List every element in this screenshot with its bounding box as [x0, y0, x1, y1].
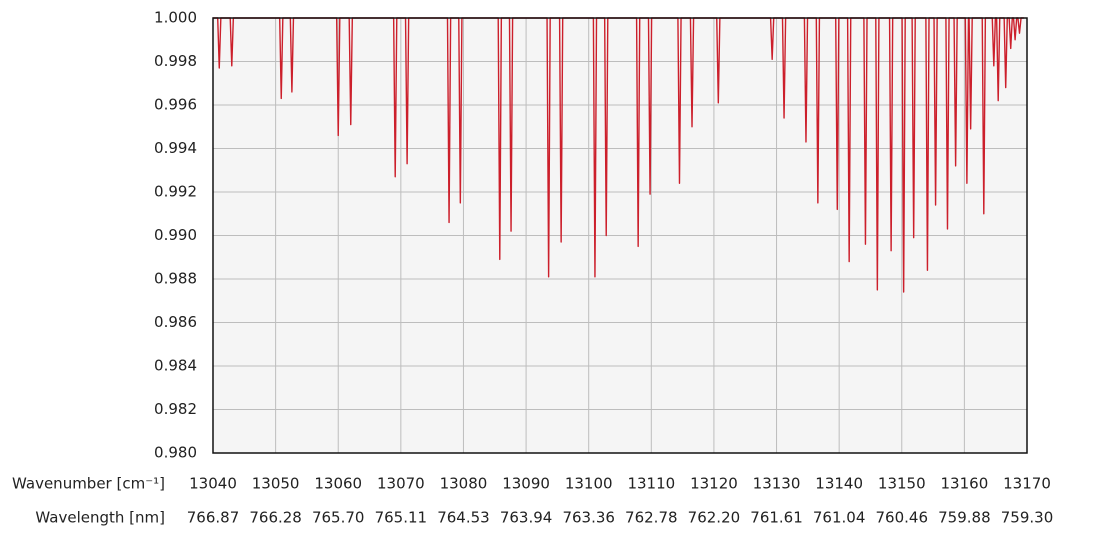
y-tick-label: 0.984 [154, 357, 197, 375]
x2-tick-label: 762.20 [688, 509, 741, 527]
x-tick-label: 13050 [252, 475, 300, 493]
x-tick-label: 13170 [1003, 475, 1051, 493]
x2-tick-label: 761.04 [813, 509, 866, 527]
x-tick-label: 13160 [941, 475, 989, 493]
x-tick-label: 13090 [502, 475, 550, 493]
x2-tick-label: 766.28 [249, 509, 302, 527]
x2-tick-label: 760.46 [876, 509, 929, 527]
y-tick-label: 0.992 [154, 183, 197, 201]
x2-axis-title: Wavelength [nm] [35, 509, 165, 527]
x-tick-label: 13060 [314, 475, 362, 493]
x-tick-label: 13110 [627, 475, 675, 493]
x2-tick-label: 764.53 [437, 509, 490, 527]
y-tick-label: 0.982 [154, 400, 197, 418]
y-tick-label: 0.994 [154, 139, 197, 157]
x2-tick-label: 759.88 [938, 509, 991, 527]
x2-tick-label: 759.30 [1001, 509, 1054, 527]
spectrum-line [213, 17, 1024, 293]
x2-tick-label: 766.87 [187, 509, 240, 527]
x-tick-label: 13080 [440, 475, 488, 493]
x2-tick-label: 765.70 [312, 509, 365, 527]
x-tick-label: 13140 [815, 475, 863, 493]
y-tick-label: 0.996 [154, 96, 197, 114]
x-tick-label: 13120 [690, 475, 738, 493]
x-tick-label: 13130 [753, 475, 801, 493]
x2-tick-label: 761.61 [750, 509, 803, 527]
x2-tick-label: 763.94 [500, 509, 553, 527]
x-tick-label: 13070 [377, 475, 425, 493]
y-tick-label: 0.998 [154, 52, 197, 70]
x-tick-label: 13150 [878, 475, 926, 493]
x2-tick-label: 765.11 [375, 509, 428, 527]
x2-tick-label: 762.78 [625, 509, 678, 527]
x2-tick-label: 763.36 [562, 509, 615, 527]
x-tick-label: 13100 [565, 475, 613, 493]
y-tick-label: 0.980 [154, 444, 197, 462]
y-tick-label: 0.990 [154, 226, 197, 244]
x-tick-label: 13040 [189, 475, 237, 493]
x-axis-title: Wavenumber [cm⁻¹] [12, 475, 165, 493]
y-tick-label: 0.988 [154, 270, 197, 288]
y-tick-label: 1.000 [154, 9, 197, 27]
y-tick-label: 0.986 [154, 313, 197, 331]
plot-frame [212, 17, 1028, 454]
